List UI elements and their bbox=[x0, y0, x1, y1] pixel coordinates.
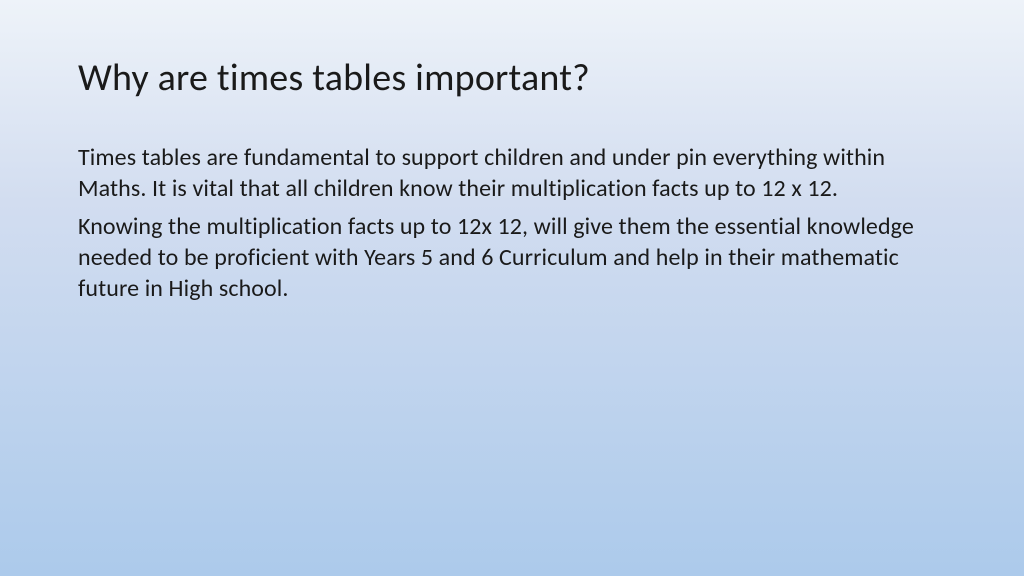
body-paragraph: Knowing the multiplication facts up to 1… bbox=[78, 212, 946, 304]
slide-title: Why are times tables important? bbox=[78, 55, 946, 101]
slide-body: Times tables are fundamental to support … bbox=[78, 143, 946, 305]
presentation-slide: Why are times tables important? Times ta… bbox=[0, 0, 1024, 576]
body-paragraph: Times tables are fundamental to support … bbox=[78, 143, 946, 204]
